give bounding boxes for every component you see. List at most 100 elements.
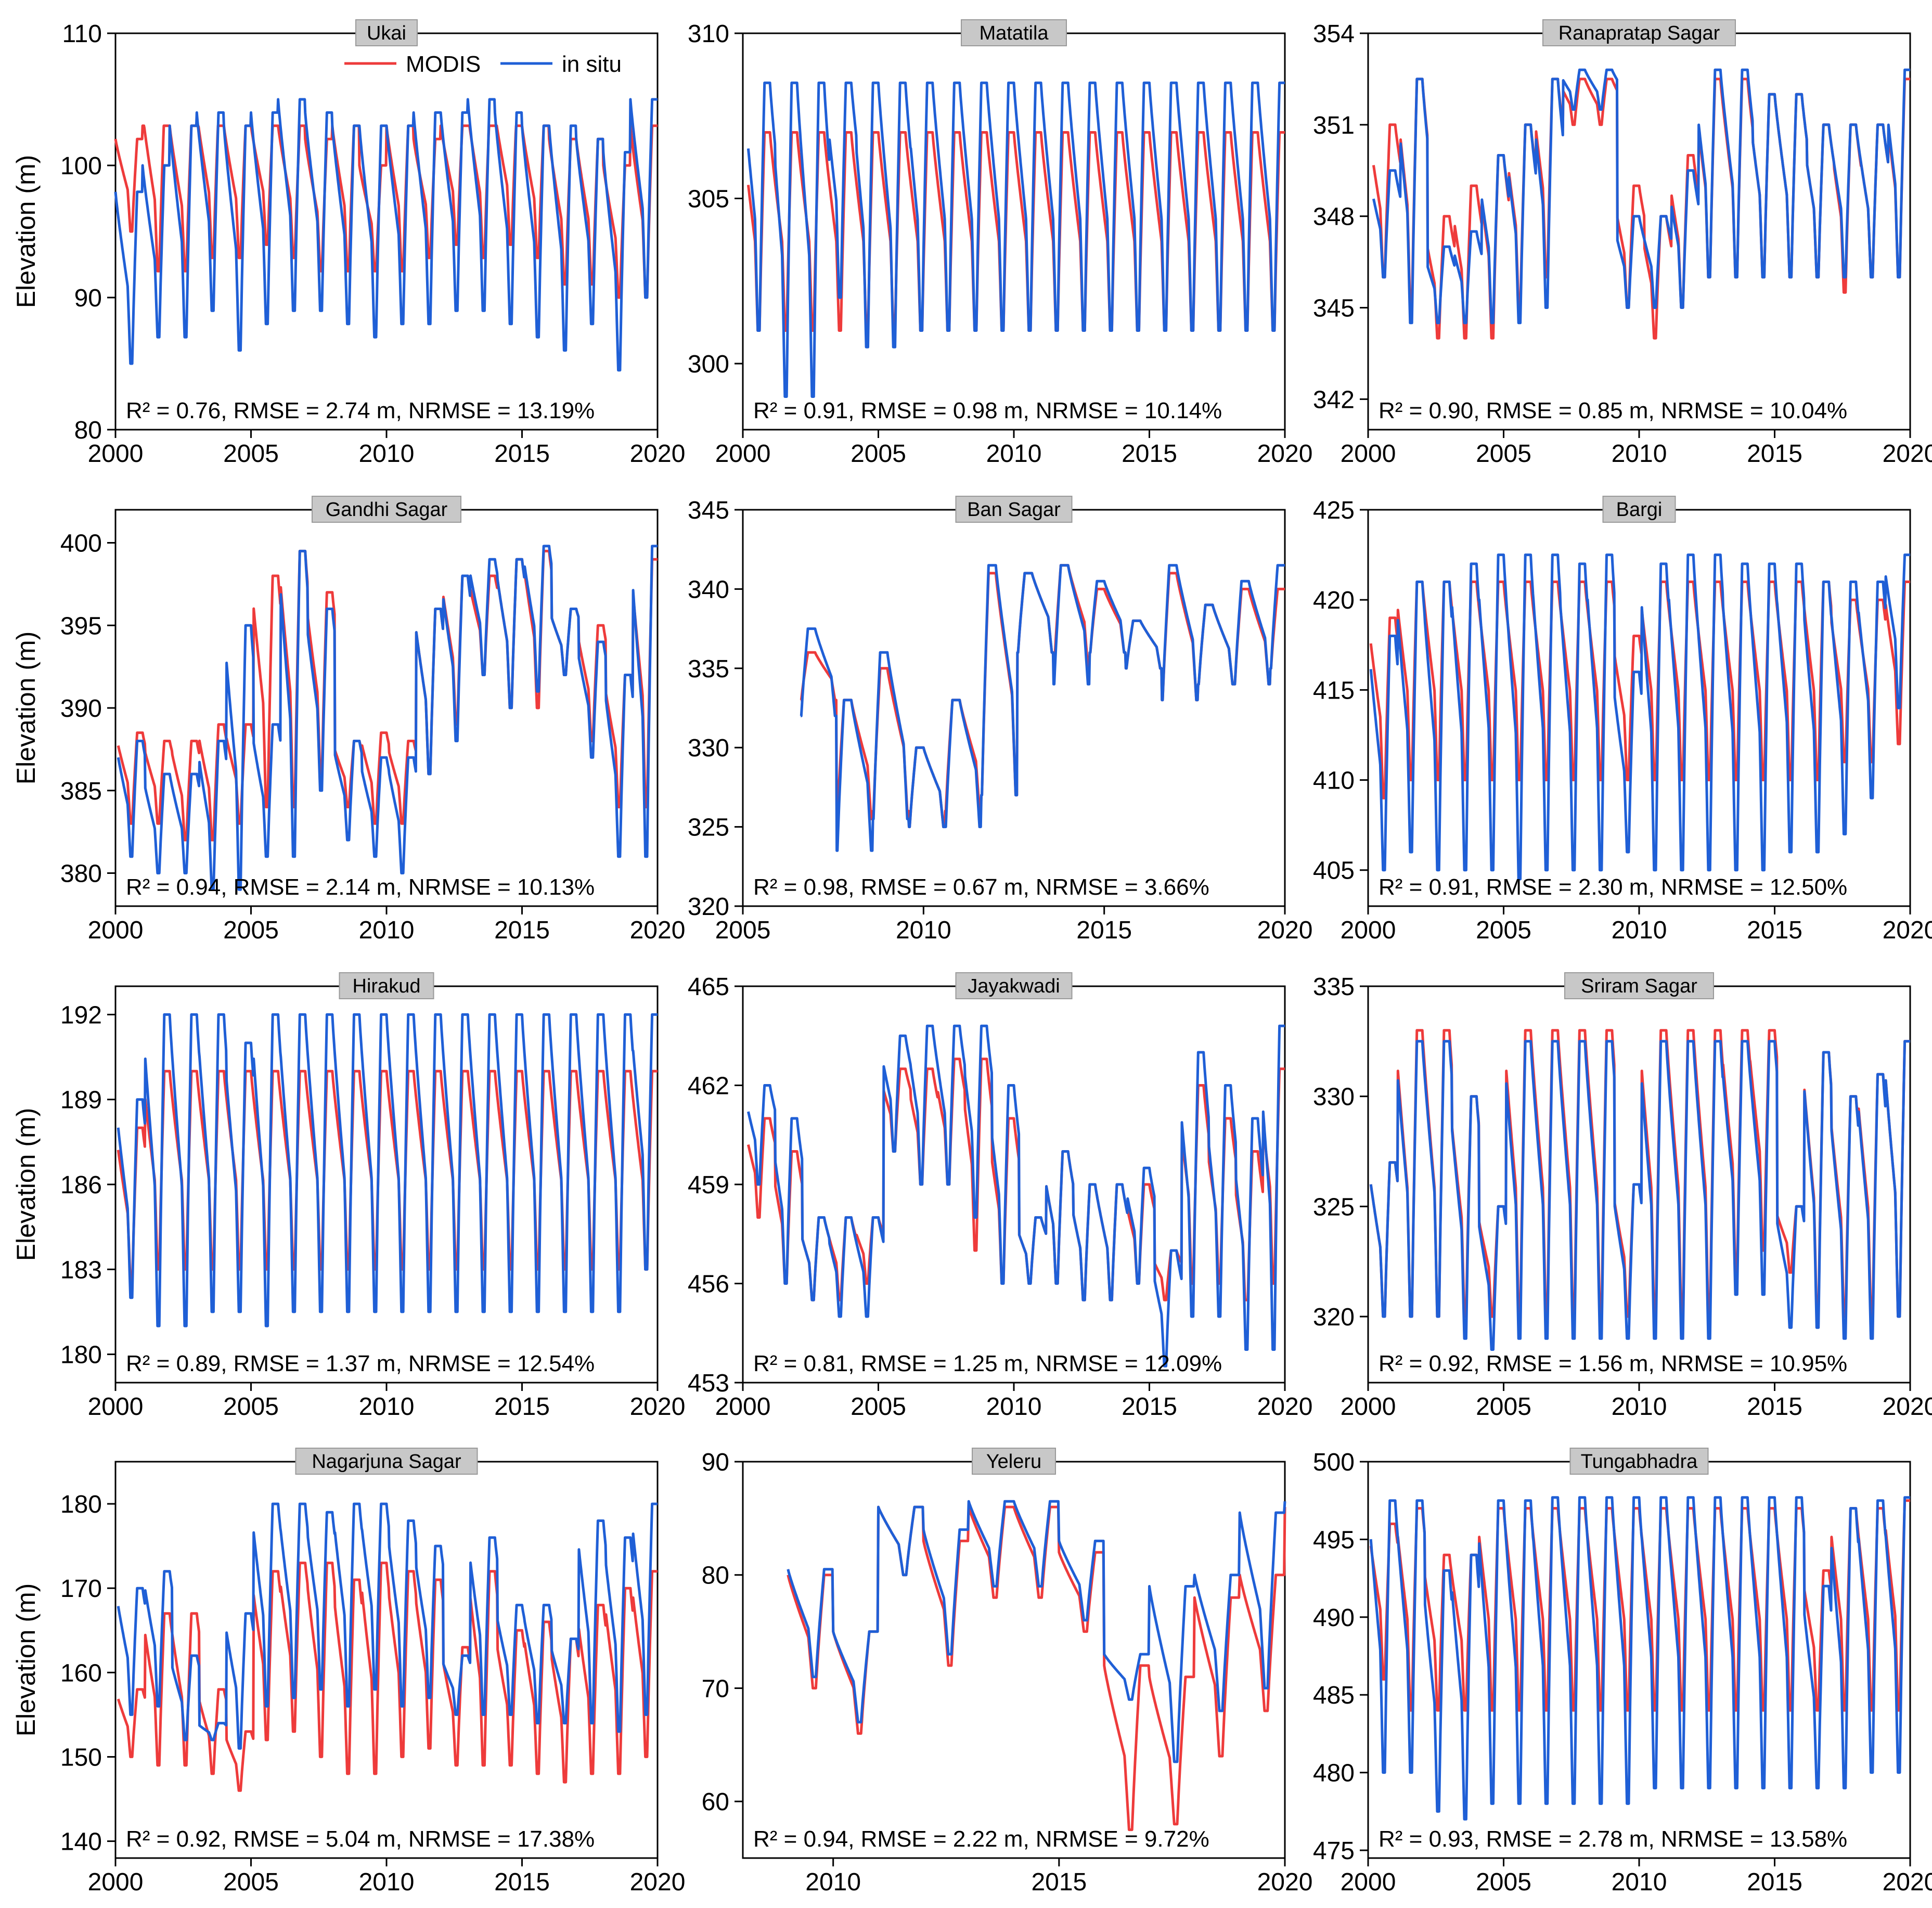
x-tick-label: 2005 — [223, 1868, 279, 1896]
x-tick-label: 2005 — [223, 917, 279, 944]
y-tick-label: 390 — [60, 695, 102, 723]
x-tick-label: 2020 — [1257, 1393, 1313, 1421]
x-tick-label: 2020 — [630, 917, 686, 944]
y-tick-label: 80 — [74, 417, 102, 444]
y-tick-label: 90 — [74, 285, 102, 312]
x-tick-label: 2020 — [630, 1868, 686, 1896]
chart-title-box — [295, 1448, 478, 1475]
x-tick-label: 2015 — [1076, 917, 1132, 944]
x-tick-label: 2010 — [1612, 440, 1667, 468]
y-axis-label: Elevation (m) — [11, 1583, 41, 1737]
x-tick-label: 2000 — [1341, 1393, 1396, 1421]
stats-annotation: R² = 0.81, RMSE = 1.25 m, NRMSE = 12.09% — [753, 1351, 1222, 1376]
y-tick-label: 150 — [60, 1744, 102, 1771]
y-tick-label: 420 — [1313, 587, 1355, 614]
y-tick-label: 453 — [688, 1370, 729, 1397]
y-tick-label: 70 — [702, 1675, 729, 1703]
y-tick-label: 330 — [688, 734, 729, 762]
x-tick-label: 2005 — [1476, 917, 1531, 944]
chart-9: 320 325 330 335 2000 2005 2010 2015 2020 Sriram S… — [1313, 972, 1932, 1421]
chart-title-box — [339, 972, 434, 999]
x-tick-label: 2000 — [88, 1868, 144, 1896]
x-tick-label: 2005 — [851, 1393, 906, 1421]
x-tick-label: 2010 — [359, 917, 415, 944]
modis-series-line — [117, 549, 659, 842]
x-tick-label: 2020 — [1883, 440, 1932, 468]
x-tick-label: 2020 — [1883, 1393, 1932, 1421]
y-tick-label: 425 — [1313, 497, 1355, 524]
chart-title: Ukai — [367, 22, 406, 44]
y-tick-label: 180 — [60, 1342, 102, 1369]
y-tick-label: 490 — [1313, 1604, 1355, 1632]
chart-title: Jayakwadi — [968, 975, 1060, 997]
y-tick-label: 415 — [1313, 677, 1355, 704]
y-tick-label: 345 — [688, 497, 729, 524]
x-tick-label: 2010 — [1612, 1393, 1667, 1421]
legend-insitu-label: in situ — [562, 51, 622, 77]
y-tick-label: 348 — [1313, 203, 1355, 231]
y-tick-label: 410 — [1313, 767, 1355, 795]
chart-title-box — [972, 1448, 1056, 1475]
x-tick-label: 2020 — [1257, 917, 1313, 944]
y-tick-label: 485 — [1313, 1682, 1355, 1709]
x-tick-label: 2015 — [494, 1868, 550, 1896]
x-tick-label: 2015 — [1122, 440, 1177, 468]
stats-annotation: R² = 0.94, RMSE = 2.14 m, NRMSE = 10.13% — [126, 874, 595, 900]
x-tick-label: 2010 — [986, 440, 1042, 468]
modis-series-line — [746, 1058, 1286, 1301]
y-tick-label: 480 — [1313, 1760, 1355, 1787]
x-tick-label: 2010 — [359, 1393, 415, 1421]
legend-modis-label: MODIS — [406, 51, 481, 77]
x-tick-label: 2005 — [851, 440, 906, 468]
y-tick-label: 330 — [1313, 1084, 1355, 1111]
y-tick-label: 335 — [1313, 973, 1355, 1001]
y-tick-label: 495 — [1313, 1526, 1355, 1554]
insitu-series-line — [117, 1502, 659, 1750]
x-tick-label: 2020 — [1883, 917, 1932, 944]
y-tick-label: 456 — [688, 1271, 729, 1298]
insitu-series-line — [117, 545, 659, 891]
insitu-series-line — [1369, 1496, 1911, 1821]
plot-frame — [1367, 509, 1911, 907]
x-tick-label: 2000 — [88, 917, 144, 944]
x-tick-label: 2015 — [494, 917, 550, 944]
x-tick-label: 2005 — [223, 440, 279, 468]
plot-frame — [742, 1461, 1286, 1859]
x-tick-label: 2010 — [359, 1868, 415, 1896]
y-axis-label: Elevation (m) — [11, 631, 41, 785]
chart-6: 405 410 415 420 425 2000 2005 2010 2015 2020 Bargi… — [1313, 496, 1932, 944]
modis-series-line — [1372, 78, 1911, 340]
chart-title: Nagarjuna Sagar — [312, 1451, 461, 1473]
chart-4: 380 385 390 395 400 2000 2005 2010 2015 2020 Gandh… — [11, 496, 685, 944]
x-tick-label: 2005 — [223, 1393, 279, 1421]
x-tick-label: 2000 — [88, 440, 144, 468]
insitu-series-line — [746, 1024, 1286, 1368]
insitu-series-line — [1372, 68, 1911, 325]
y-tick-label: 320 — [1313, 1304, 1355, 1331]
y-tick-label: 354 — [1313, 20, 1355, 48]
stats-annotation: R² = 0.91, RMSE = 2.30 m, NRMSE = 12.50% — [1379, 874, 1847, 900]
x-tick-label: 2015 — [1747, 1393, 1802, 1421]
chart-title-box — [1602, 496, 1676, 523]
x-tick-label: 2015 — [1747, 440, 1802, 468]
insitu-series-line — [117, 1013, 659, 1327]
stats-annotation: R² = 0.93, RMSE = 2.78 m, NRMSE = 13.58% — [1379, 1826, 1847, 1852]
chart-3: 342 345 348 351 354 2000 2005 2010 2015 2020 Ranap… — [1313, 19, 1932, 468]
chart-title-box — [1569, 1448, 1709, 1475]
chart-title: Yeleru — [986, 1451, 1041, 1473]
x-tick-label: 2010 — [1612, 1868, 1667, 1896]
y-tick-label: 300 — [688, 351, 729, 378]
chart-title: Ban Sagar — [967, 499, 1061, 521]
chart-title-box — [955, 496, 1073, 523]
y-tick-label: 90 — [702, 1449, 729, 1476]
chart-10: 140 150 160 170 180 2000 2005 2010 2015 2020 Nagar… — [11, 1448, 685, 1896]
x-tick-label: 2020 — [1883, 1868, 1932, 1896]
stats-annotation: R² = 0.76, RMSE = 2.74 m, NRMSE = 13.19% — [126, 398, 595, 423]
y-tick-label: 310 — [688, 20, 729, 48]
modis-series-line — [117, 1069, 659, 1285]
x-tick-label: 2010 — [805, 1868, 861, 1896]
stats-annotation: R² = 0.90, RMSE = 0.85 m, NRMSE = 10.04% — [1379, 398, 1847, 423]
y-tick-label: 183 — [60, 1256, 102, 1284]
x-tick-label: 2005 — [715, 917, 771, 944]
